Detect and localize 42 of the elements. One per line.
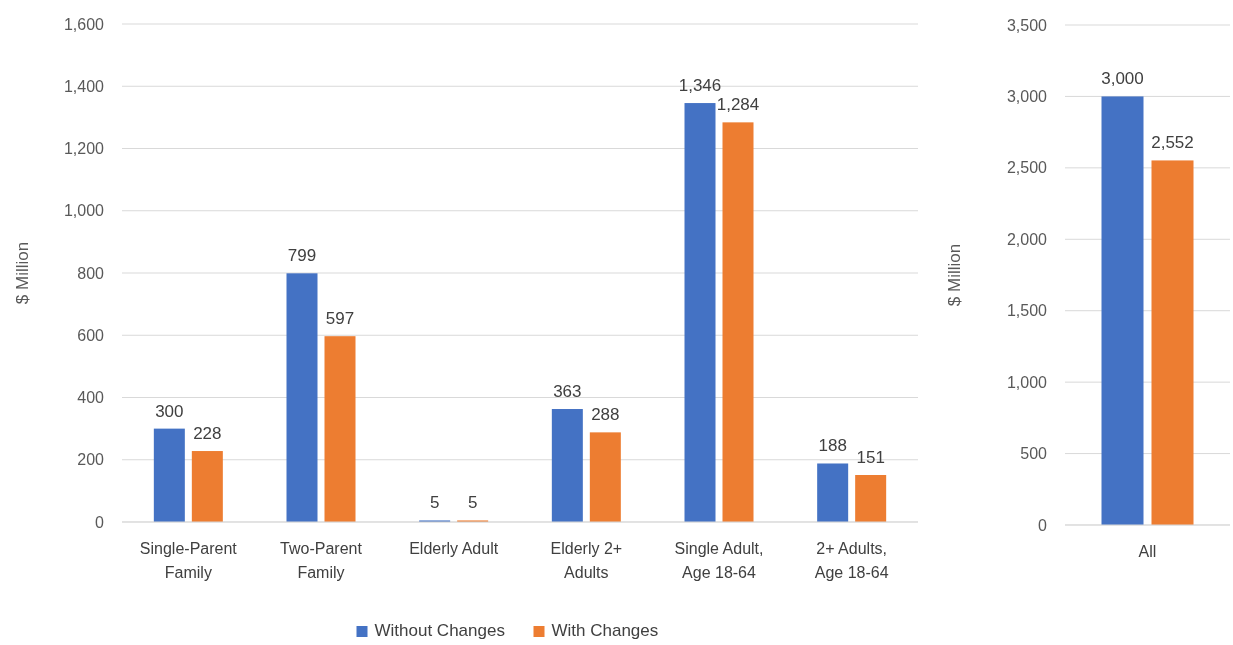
x-tick-label: Single-Parent Family [139, 540, 238, 581]
data-label: 2,552 [1151, 133, 1194, 153]
y-tick-label: 1,000 [63, 202, 105, 220]
y-tick-label: 1,200 [63, 140, 105, 158]
y-tick-label: 1,400 [63, 77, 105, 95]
y-tick-label: 2,000 [1006, 230, 1048, 248]
y-tick-label: 1,600 [63, 15, 105, 33]
data-label: 151 [856, 448, 885, 467]
x-tick-label: 2+ Adults, Age 18-64 [814, 540, 889, 581]
data-label: 799 [287, 246, 317, 266]
data-label: 228 [193, 424, 222, 444]
y-tick-label: 3,500 [1006, 16, 1048, 34]
y-tick-label: 400 [77, 389, 105, 407]
y-tick-label: 3,000 [1006, 88, 1048, 106]
y-axis-title: $ Million [13, 241, 32, 305]
x-tick-label: Elderly 2+ Adults [550, 540, 623, 581]
x-tick-label: Elderly Adult [409, 540, 499, 557]
data-label: 300 [155, 401, 184, 421]
data-label: 3,000 [1101, 69, 1144, 89]
y-tick-label: 500 [1020, 445, 1048, 463]
y-tick-label: 800 [77, 264, 105, 282]
y-axis-title: $ Million [945, 243, 964, 307]
data-label: 188 [818, 436, 847, 456]
data-label: 1,284 [716, 95, 760, 115]
data-label: 363 [553, 382, 582, 402]
y-tick-label: 200 [77, 451, 105, 469]
y-tick-label: 1,000 [1006, 373, 1048, 391]
y-tick-label: 1,500 [1006, 302, 1048, 320]
y-tick-label: 0 [95, 513, 105, 531]
data-label: 5 [467, 493, 478, 513]
x-tick-label: Two-Parent Family [280, 540, 363, 581]
y-tick-label: 0 [1038, 516, 1048, 534]
x-tick-label: Single Adult, Age 18-64 [674, 540, 764, 581]
data-label: 597 [325, 309, 355, 329]
legend-label: With Changes [551, 621, 659, 640]
data-label: 1,346 [678, 76, 722, 96]
y-tick-label: 2,500 [1006, 159, 1048, 177]
x-tick-label: All [1138, 543, 1157, 560]
data-label: 5 [429, 493, 440, 513]
legend-label: Without Changes [374, 621, 505, 640]
y-tick-label: 600 [77, 326, 105, 344]
data-label: 288 [591, 405, 620, 425]
